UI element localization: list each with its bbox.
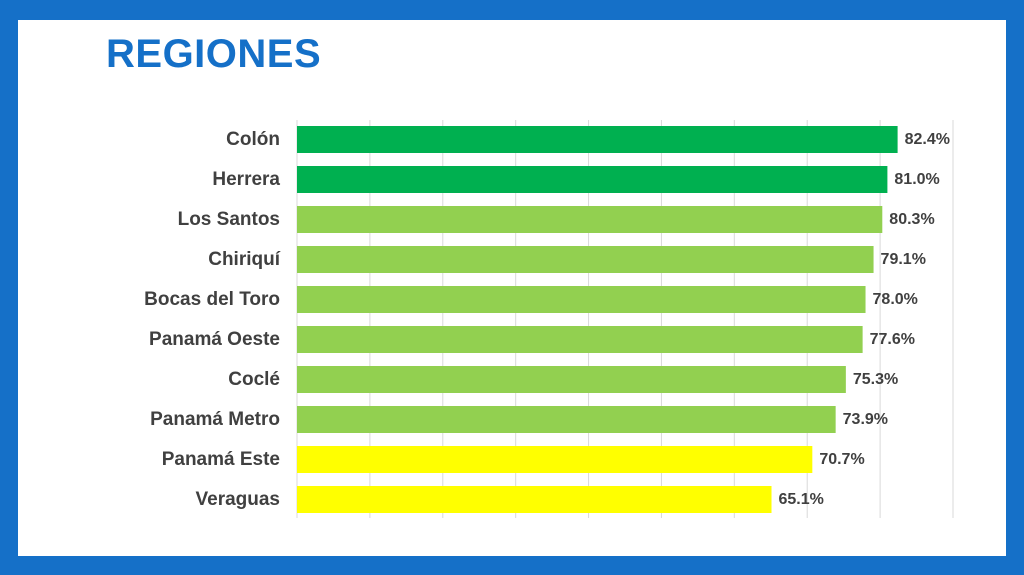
bar <box>297 166 888 193</box>
slide: REGIONES Colón 82.4% Herrera 81.0% Los Santo… <box>18 20 1006 556</box>
value-label: 80.3% <box>889 211 934 228</box>
value-label: 81.0% <box>894 171 939 188</box>
category-label: Chiriquí <box>208 249 280 270</box>
bar <box>297 206 883 233</box>
bar <box>297 326 863 353</box>
bar <box>297 286 866 313</box>
category-label: Panamá Metro <box>150 409 280 430</box>
value-label: 70.7% <box>819 451 864 468</box>
bars <box>297 126 898 513</box>
category-label: Herrera <box>212 169 280 190</box>
bar <box>297 406 836 433</box>
category-label: Los Santos <box>178 209 280 230</box>
value-label: 77.6% <box>870 331 915 348</box>
bar <box>297 446 813 473</box>
labels: Colón 82.4% Herrera 81.0% Los Santos 80.3% Chi… <box>144 129 950 510</box>
bar <box>297 126 898 153</box>
bar <box>297 486 772 513</box>
category-label: Bocas del Toro <box>144 289 280 310</box>
category-label: Veraguas <box>196 489 281 510</box>
bar-chart: Colón 82.4% Herrera 81.0% Los Santos 80.3% Chi… <box>144 120 954 518</box>
chart-title: REGIONES <box>106 32 322 76</box>
value-label: 73.9% <box>843 411 888 428</box>
value-label: 79.1% <box>881 251 926 268</box>
value-label: 65.1% <box>779 491 824 508</box>
value-label: 82.4% <box>905 131 950 148</box>
category-label: Colón <box>226 129 280 150</box>
category-label: Panamá Este <box>162 449 280 470</box>
bar <box>297 366 846 393</box>
bar <box>297 246 874 273</box>
category-label: Coclé <box>228 369 280 390</box>
value-label: 75.3% <box>853 371 898 388</box>
value-label: 78.0% <box>873 291 918 308</box>
category-label: Panamá Oeste <box>149 329 280 350</box>
